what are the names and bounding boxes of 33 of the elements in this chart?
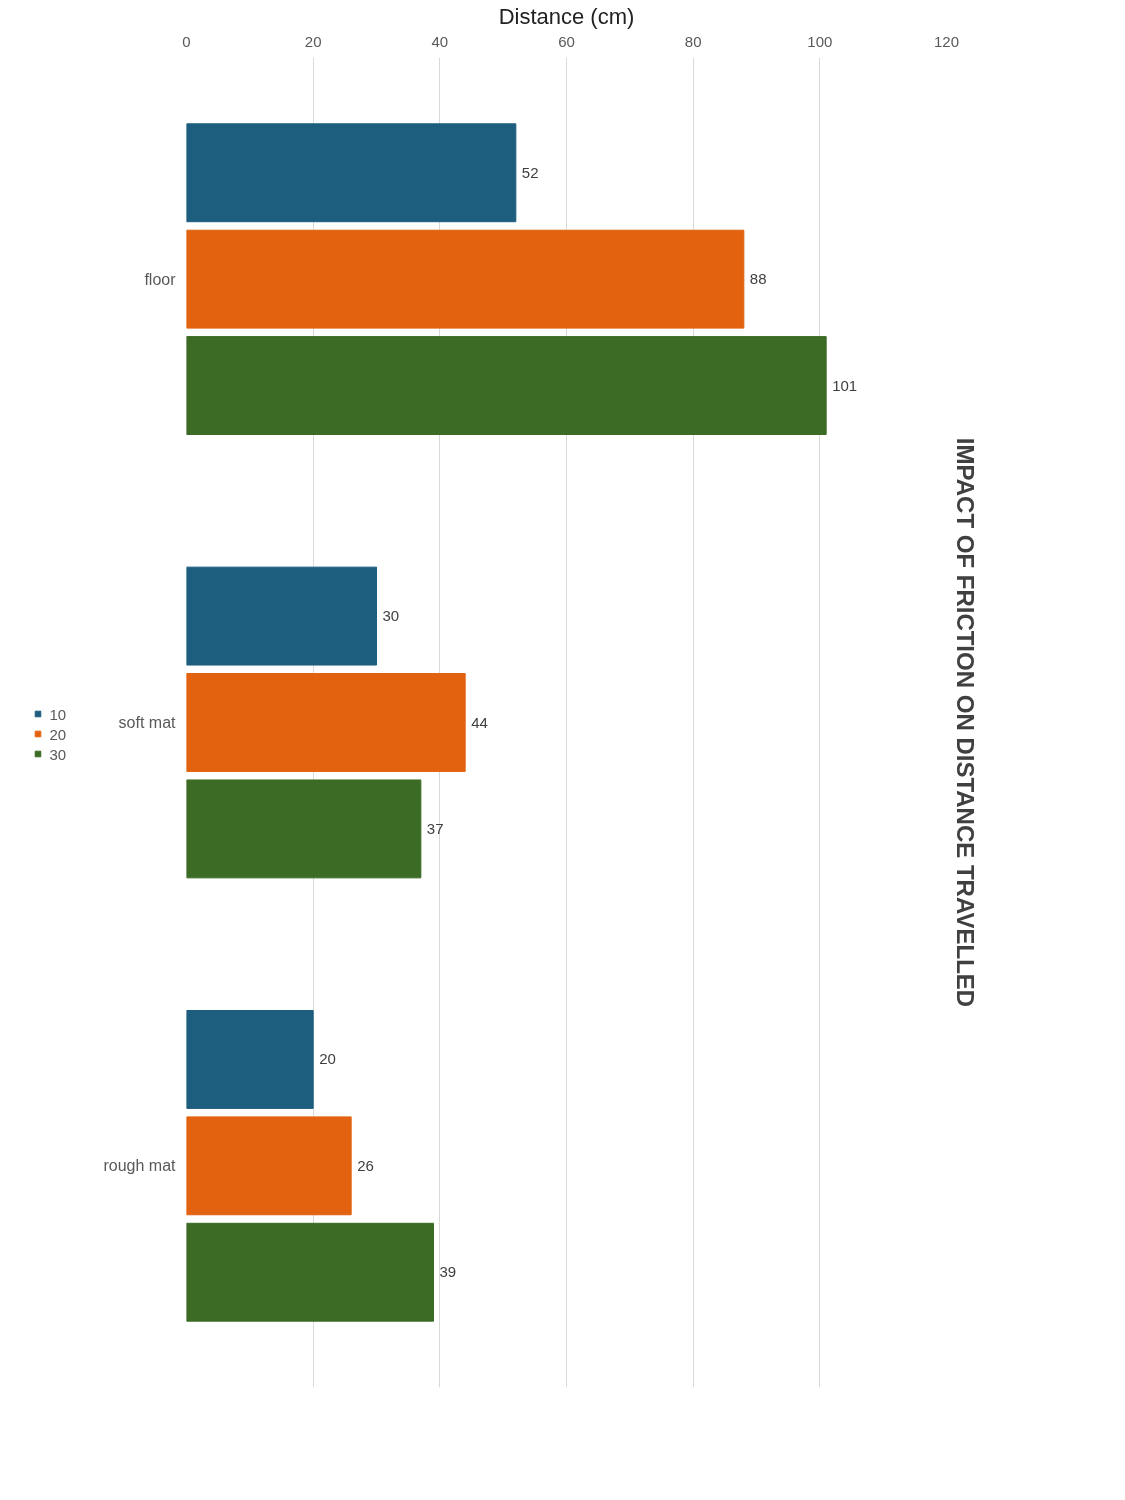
data-label: 88 (749, 270, 767, 288)
x-tick-label: 100 (807, 32, 833, 50)
data-label: 37 (426, 819, 444, 837)
bar (186, 1222, 434, 1322)
bar (186, 779, 422, 879)
x-tick-label: 120 (933, 32, 960, 50)
x-axis-title: Distance (cm) (498, 3, 635, 29)
bar (186, 1009, 314, 1109)
y-tick-label: rough mat (103, 1157, 177, 1175)
legend-label: 30 (49, 745, 68, 762)
x-tick-label: 80 (684, 32, 702, 50)
x-tick-label: 60 (558, 32, 575, 50)
data-label: 52 (521, 163, 539, 181)
bar (186, 566, 377, 666)
data-label: 30 (382, 607, 400, 625)
legend-label: 10 (49, 705, 68, 722)
data-label: 44 (471, 713, 488, 731)
x-tick-label: 20 (304, 32, 322, 50)
y-tick-label: floor (144, 270, 177, 288)
bar (186, 336, 827, 436)
text: IMPACT OF FRICTION ON DISTANCE TRAVELLED (951, 437, 979, 1008)
x-tick-label: 40 (431, 32, 449, 50)
data-label: 26 (357, 1156, 374, 1174)
data-label: 101 (832, 376, 858, 394)
data-label: 39 (439, 1263, 457, 1281)
legend-label: 20 (49, 725, 68, 742)
y-tick-label: soft mat (118, 714, 177, 731)
bar (186, 229, 745, 329)
bar (186, 1116, 352, 1216)
bar (186, 673, 466, 772)
x-tick-label: 0 (182, 32, 191, 50)
bar (186, 123, 517, 223)
data-label: 20 (319, 1050, 336, 1068)
